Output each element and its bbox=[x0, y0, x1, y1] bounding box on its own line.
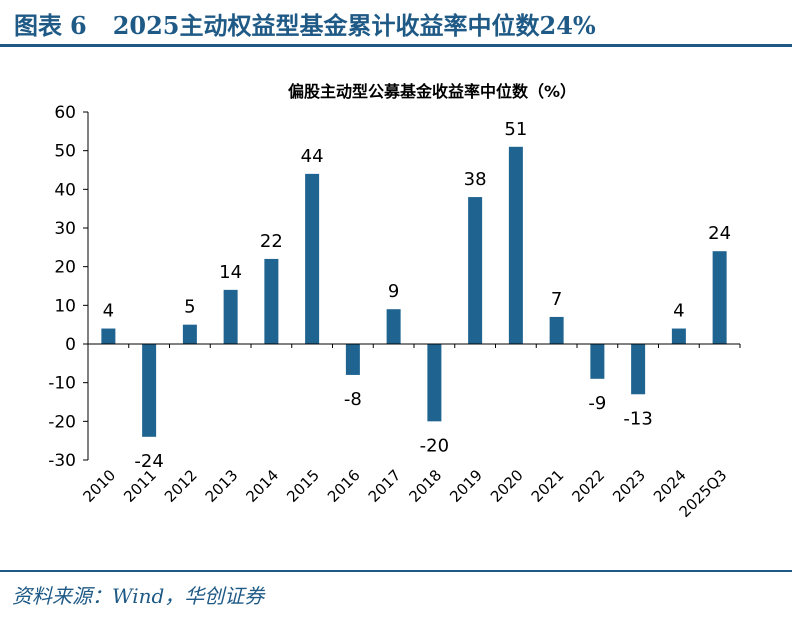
y-axis: -30 -20 -10 0 10 20 30 40 50 60 bbox=[48, 103, 89, 471]
data-label: 51 bbox=[504, 119, 527, 140]
data-label: 5 bbox=[184, 297, 195, 318]
x-tick-label: 2010 bbox=[79, 466, 119, 506]
bar-2018 bbox=[427, 344, 442, 422]
data-labels: 4 -24 5 14 22 44 -8 9 -20 38 51 7 -9 -13 4 24 bbox=[103, 119, 731, 472]
x-tick-label: 2021 bbox=[528, 466, 568, 506]
figure-number: 6 bbox=[70, 11, 87, 40]
y-tick-label: -20 bbox=[48, 412, 76, 432]
footer-divider bbox=[0, 570, 792, 572]
figure-label: 图表 bbox=[14, 11, 62, 40]
bars bbox=[101, 146, 727, 437]
bar-2014 bbox=[264, 258, 279, 344]
y-tick-label: 10 bbox=[54, 296, 76, 316]
bar-2010 bbox=[101, 328, 116, 344]
x-tick-label: 2016 bbox=[324, 466, 364, 506]
y-tick-label: 40 bbox=[54, 180, 76, 200]
source-note: 资料来源：Wind，华创证券 bbox=[12, 584, 265, 608]
y-tick-label: 30 bbox=[54, 219, 76, 239]
data-label: 4 bbox=[673, 301, 684, 322]
x-tick-label: 2018 bbox=[405, 466, 445, 506]
x-tick-label: 2020 bbox=[487, 466, 527, 506]
y-tick-label: -30 bbox=[48, 451, 76, 471]
y-tick-label: 20 bbox=[54, 258, 76, 278]
data-label: -20 bbox=[420, 435, 449, 456]
x-tick-label: 2015 bbox=[283, 466, 323, 506]
data-label: 7 bbox=[551, 289, 562, 310]
y-tick-label: 50 bbox=[54, 142, 76, 162]
data-label: 44 bbox=[301, 146, 324, 167]
bar-2017 bbox=[386, 309, 401, 344]
data-label: 38 bbox=[464, 169, 487, 190]
data-label: -24 bbox=[134, 451, 163, 472]
bar-2021 bbox=[549, 316, 564, 344]
figure-title: 2025主动权益型基金累计收益率中位数24% bbox=[112, 11, 596, 40]
x-tick-label: 2019 bbox=[446, 466, 486, 506]
figure-header: 图表 6 2025主动权益型基金累计收益率中位数24% bbox=[14, 6, 596, 40]
bar-2020 bbox=[508, 146, 523, 344]
data-label: 22 bbox=[260, 231, 283, 252]
x-tick-label: 2023 bbox=[609, 466, 649, 506]
x-tick-label: 2017 bbox=[365, 466, 405, 506]
header-divider bbox=[0, 44, 792, 47]
bar-2012 bbox=[182, 324, 197, 344]
data-label: 9 bbox=[388, 281, 399, 302]
bar-2025Q3 bbox=[712, 251, 727, 344]
x-tick-label: 2014 bbox=[242, 466, 282, 506]
data-label: 4 bbox=[103, 301, 114, 322]
data-label: 24 bbox=[708, 223, 731, 244]
x-tick-label: 2022 bbox=[568, 466, 608, 506]
chart-title: 偏股主动型公募基金收益率中位数（%） bbox=[288, 82, 576, 101]
x-tick-label: 2013 bbox=[202, 466, 242, 506]
y-tick-label: 0 bbox=[65, 335, 76, 355]
data-label: 14 bbox=[219, 262, 242, 283]
data-label: -13 bbox=[623, 408, 652, 429]
y-tick-label: -10 bbox=[48, 374, 76, 394]
bar-2016 bbox=[345, 344, 360, 375]
bar-2013 bbox=[223, 289, 238, 344]
bar-2024 bbox=[671, 328, 686, 344]
bar-2011 bbox=[142, 344, 157, 437]
bar-2019 bbox=[468, 197, 483, 344]
data-label: -9 bbox=[588, 393, 606, 414]
bar-2023 bbox=[631, 344, 646, 395]
y-tick-label: 60 bbox=[54, 103, 76, 123]
x-tick-label: 2011 bbox=[120, 466, 160, 506]
x-tick-label: 2012 bbox=[161, 466, 201, 506]
data-label: -8 bbox=[344, 389, 362, 410]
bar-2015 bbox=[305, 173, 320, 344]
bar-2022 bbox=[590, 344, 605, 379]
bar-chart: 偏股主动型公募基金收益率中位数（%） -30 -20 -10 0 10 20 30 40 50 6… bbox=[48, 82, 741, 521]
